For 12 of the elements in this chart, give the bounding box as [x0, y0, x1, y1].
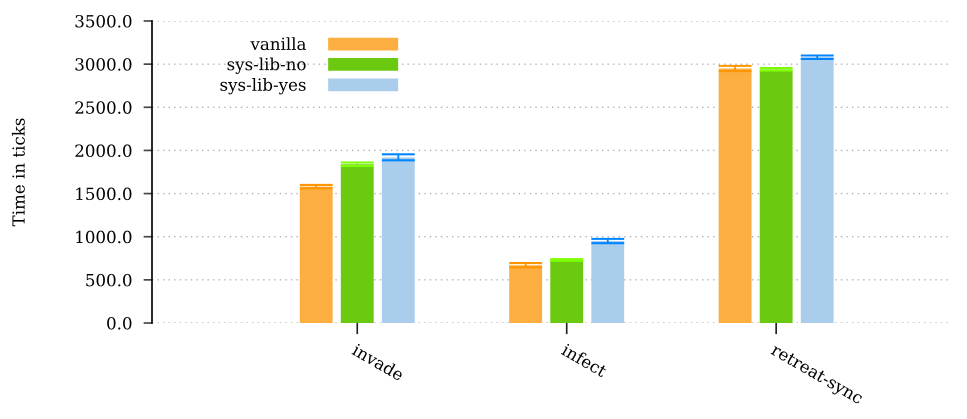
legend-label: sys-lib-no: [228, 57, 306, 74]
y-tick-label: 2000.0: [75, 144, 132, 157]
y-tick-label: 3000.0: [76, 58, 132, 71]
y-tick-label: 0.0: [107, 316, 132, 330]
legend-label: vanilla: [250, 37, 306, 50]
y-tick-label: 3500.0: [76, 14, 132, 28]
y-tick-label: 500.0: [86, 274, 132, 286]
y-tick-label: 1500.0: [76, 188, 132, 200]
y-tick-label: 2500.0: [75, 101, 132, 114]
y-tick-label: 1000.0: [76, 230, 132, 244]
y-axis-title: Time in ticks: [12, 118, 25, 226]
legend-label: sys-lib-yes: [220, 78, 306, 94]
